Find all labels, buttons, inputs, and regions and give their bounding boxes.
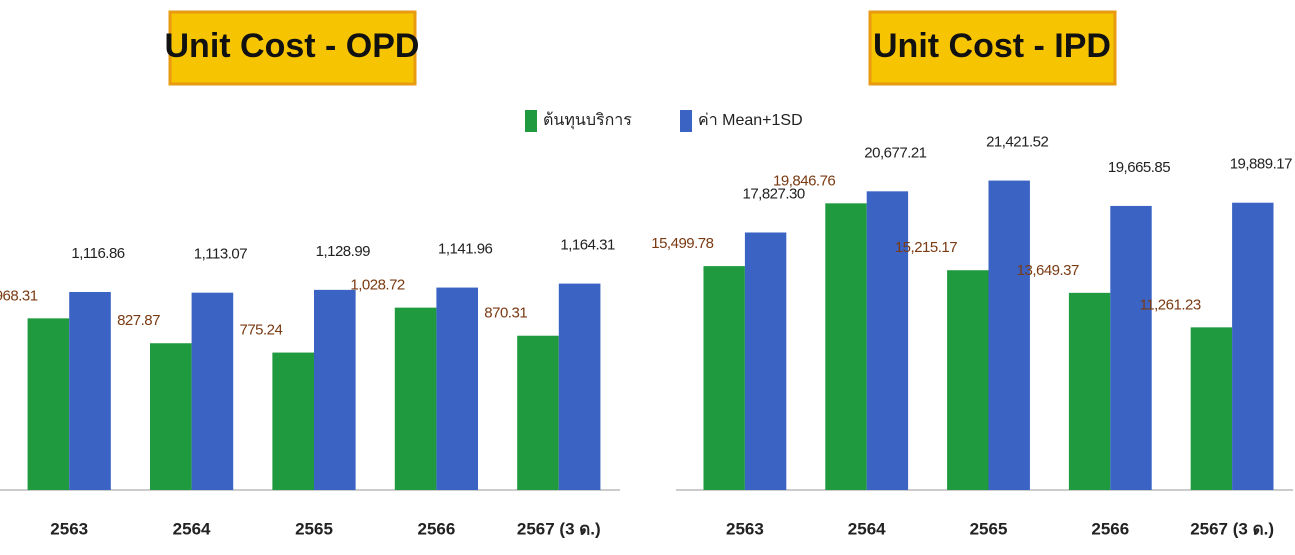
bar bbox=[703, 266, 745, 490]
data-label: 1,028.72 bbox=[350, 277, 405, 294]
title-box bbox=[168, 10, 417, 86]
data-label: 1,141.96 bbox=[438, 241, 493, 258]
legend-label: ค่า Mean+1SD bbox=[698, 112, 803, 129]
x-tick-label: 2565 bbox=[970, 519, 1008, 538]
data-label: 827.87 bbox=[117, 312, 160, 329]
bar bbox=[825, 203, 867, 490]
bar bbox=[314, 289, 356, 490]
x-tick-label: 2566 bbox=[1091, 519, 1129, 538]
data-label: 13,649.37 bbox=[1017, 262, 1079, 279]
data-label: 19,665.85 bbox=[1108, 159, 1170, 176]
data-label: 17,827.30 bbox=[742, 185, 804, 202]
bar bbox=[866, 191, 909, 490]
chart-title: Unit Cost - OPD bbox=[165, 27, 420, 65]
bar bbox=[1068, 292, 1111, 490]
x-tick-label: 2563 bbox=[50, 519, 88, 538]
bar bbox=[947, 270, 989, 490]
data-label: 21,421.52 bbox=[986, 134, 1048, 151]
bar bbox=[272, 352, 314, 490]
bar bbox=[1190, 327, 1233, 490]
x-tick-label: 2564 bbox=[173, 519, 211, 538]
bar bbox=[744, 232, 787, 490]
legend-swatch bbox=[525, 110, 537, 132]
data-label: 11,261.23 bbox=[1140, 296, 1201, 313]
bar bbox=[558, 283, 601, 490]
bar bbox=[191, 292, 234, 490]
bar bbox=[149, 343, 192, 490]
data-label: 15,499.78 bbox=[651, 235, 713, 252]
chart-title: Unit Cost - IPD bbox=[873, 27, 1111, 65]
x-tick-label: 2565 bbox=[295, 519, 333, 538]
data-label: 1,116.86 bbox=[71, 245, 124, 262]
bar bbox=[27, 318, 70, 490]
bar bbox=[1110, 205, 1152, 490]
data-label: 20,677.21 bbox=[864, 144, 926, 161]
bar bbox=[517, 335, 559, 490]
bar bbox=[1232, 202, 1274, 491]
data-label: 1,128.99 bbox=[316, 243, 371, 260]
bar bbox=[69, 292, 111, 490]
data-label: 1,113.07 bbox=[194, 246, 247, 263]
data-label: 1,164.31 bbox=[560, 237, 615, 254]
bar bbox=[394, 307, 437, 490]
data-label: 775.24 bbox=[239, 322, 282, 339]
x-tick-label: 2563 bbox=[726, 519, 764, 538]
x-tick-label: 2566 bbox=[417, 519, 455, 538]
data-label: 19,846.76 bbox=[773, 172, 835, 189]
legend-label: ต้นทุนบริการ bbox=[543, 111, 632, 130]
x-tick-label: 2564 bbox=[848, 519, 886, 538]
x-tick-label: 2567 (3 ด.) bbox=[517, 519, 601, 538]
data-label: 19,889.17 bbox=[1230, 156, 1292, 173]
data-label: 870.31 bbox=[484, 305, 527, 322]
title-box bbox=[868, 10, 1117, 86]
bar bbox=[436, 287, 479, 490]
x-tick-label: 2567 (3 ด.) bbox=[1190, 519, 1274, 538]
data-label: 15,215.17 bbox=[895, 239, 957, 256]
legend-swatch bbox=[680, 110, 692, 132]
data-label: 968.31 bbox=[0, 287, 38, 304]
bar bbox=[988, 180, 1030, 490]
